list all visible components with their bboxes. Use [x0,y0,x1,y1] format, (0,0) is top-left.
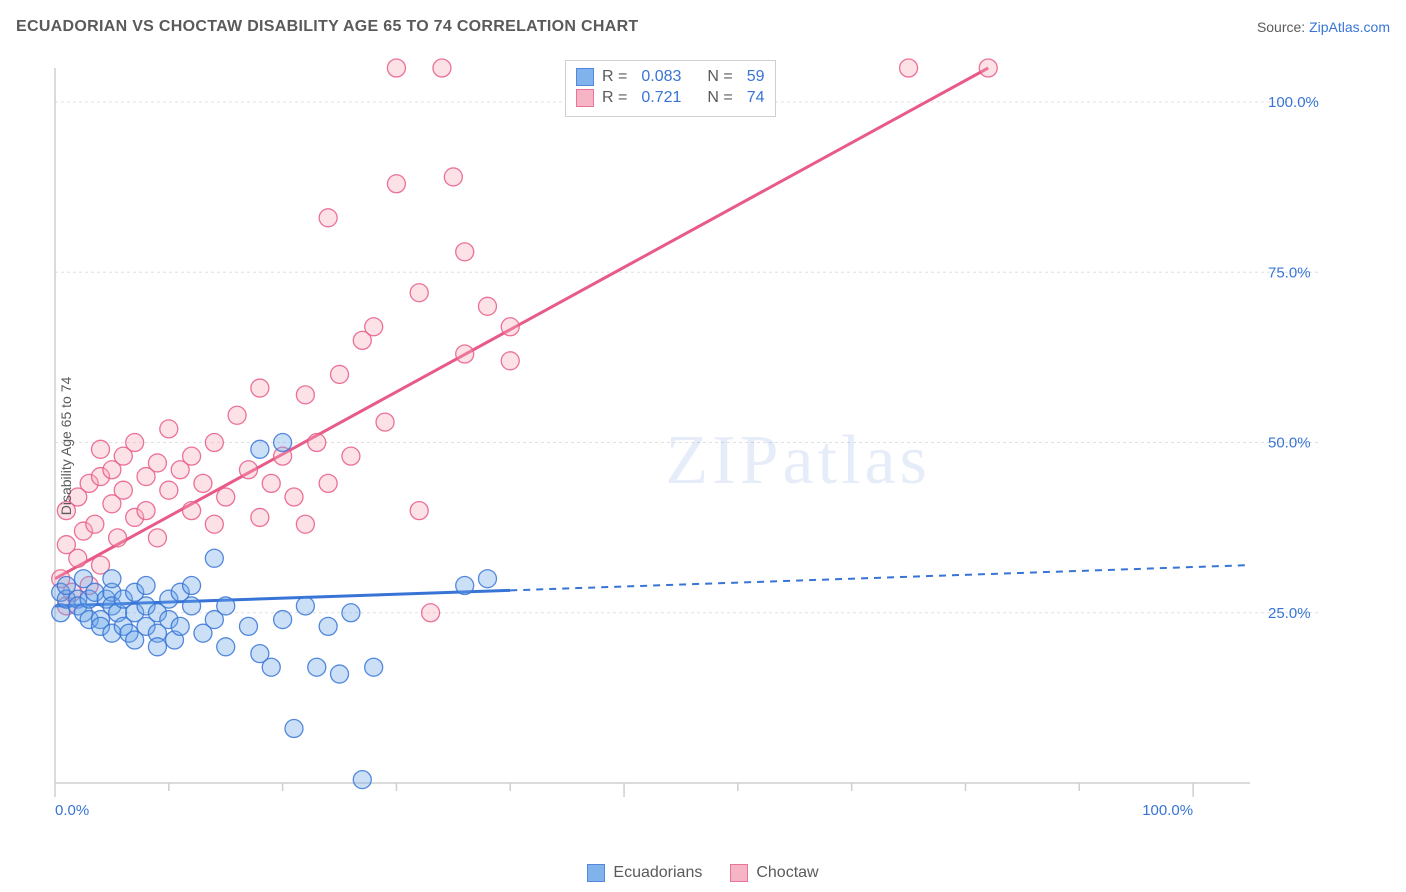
svg-text:25.0%: 25.0% [1268,605,1311,622]
r-value-ecuadorians: 0.083 [641,68,681,86]
r-value-choctaw: 0.721 [641,89,681,107]
plot-area: Disability Age 65 to 74 ZIPatlas 25.0%50… [50,58,1340,833]
legend-row-choctaw: R = 0.721 N = 74 [576,89,765,107]
r-label: R = [602,89,627,107]
swatch-ecuadorians [587,864,605,882]
svg-text:50.0%: 50.0% [1268,435,1311,452]
svg-text:75.0%: 75.0% [1268,264,1311,281]
legend-label-choctaw: Choctaw [756,864,818,882]
n-value-ecuadorians: 59 [747,68,765,86]
swatch-choctaw [576,89,594,107]
legend-label-ecuadorians: Ecuadorians [613,864,702,882]
swatch-ecuadorians [576,68,594,86]
n-label: N = [707,68,732,86]
legend-row-ecuadorians: R = 0.083 N = 59 [576,68,765,86]
n-value-choctaw: 74 [747,89,765,107]
n-label: N = [707,89,732,107]
series-legend: Ecuadorians Choctaw [0,864,1406,882]
source-prefix: Source: [1257,19,1309,35]
legend-item-ecuadorians: Ecuadorians [587,864,702,882]
source-attribution: Source: ZipAtlas.com [1257,19,1390,35]
correlation-legend: R = 0.083 N = 59 R = 0.721 N = 74 [565,60,776,117]
svg-text:100.0%: 100.0% [1142,802,1193,819]
legend-item-choctaw: Choctaw [730,864,818,882]
svg-text:0.0%: 0.0% [55,802,89,819]
source-link[interactable]: ZipAtlas.com [1309,19,1390,35]
chart-header: ECUADORIAN VS CHOCTAW DISABILITY AGE 65 … [16,18,1390,36]
chart-title: ECUADORIAN VS CHOCTAW DISABILITY AGE 65 … [16,18,639,36]
y-axis-label: Disability Age 65 to 74 [58,376,74,515]
scatter-chart: 25.0% 50.0% 75.0% 100.0% 0.0% 100.0% [50,58,1340,833]
svg-text:100.0%: 100.0% [1268,94,1319,111]
r-label: R = [602,68,627,86]
swatch-choctaw [730,864,748,882]
